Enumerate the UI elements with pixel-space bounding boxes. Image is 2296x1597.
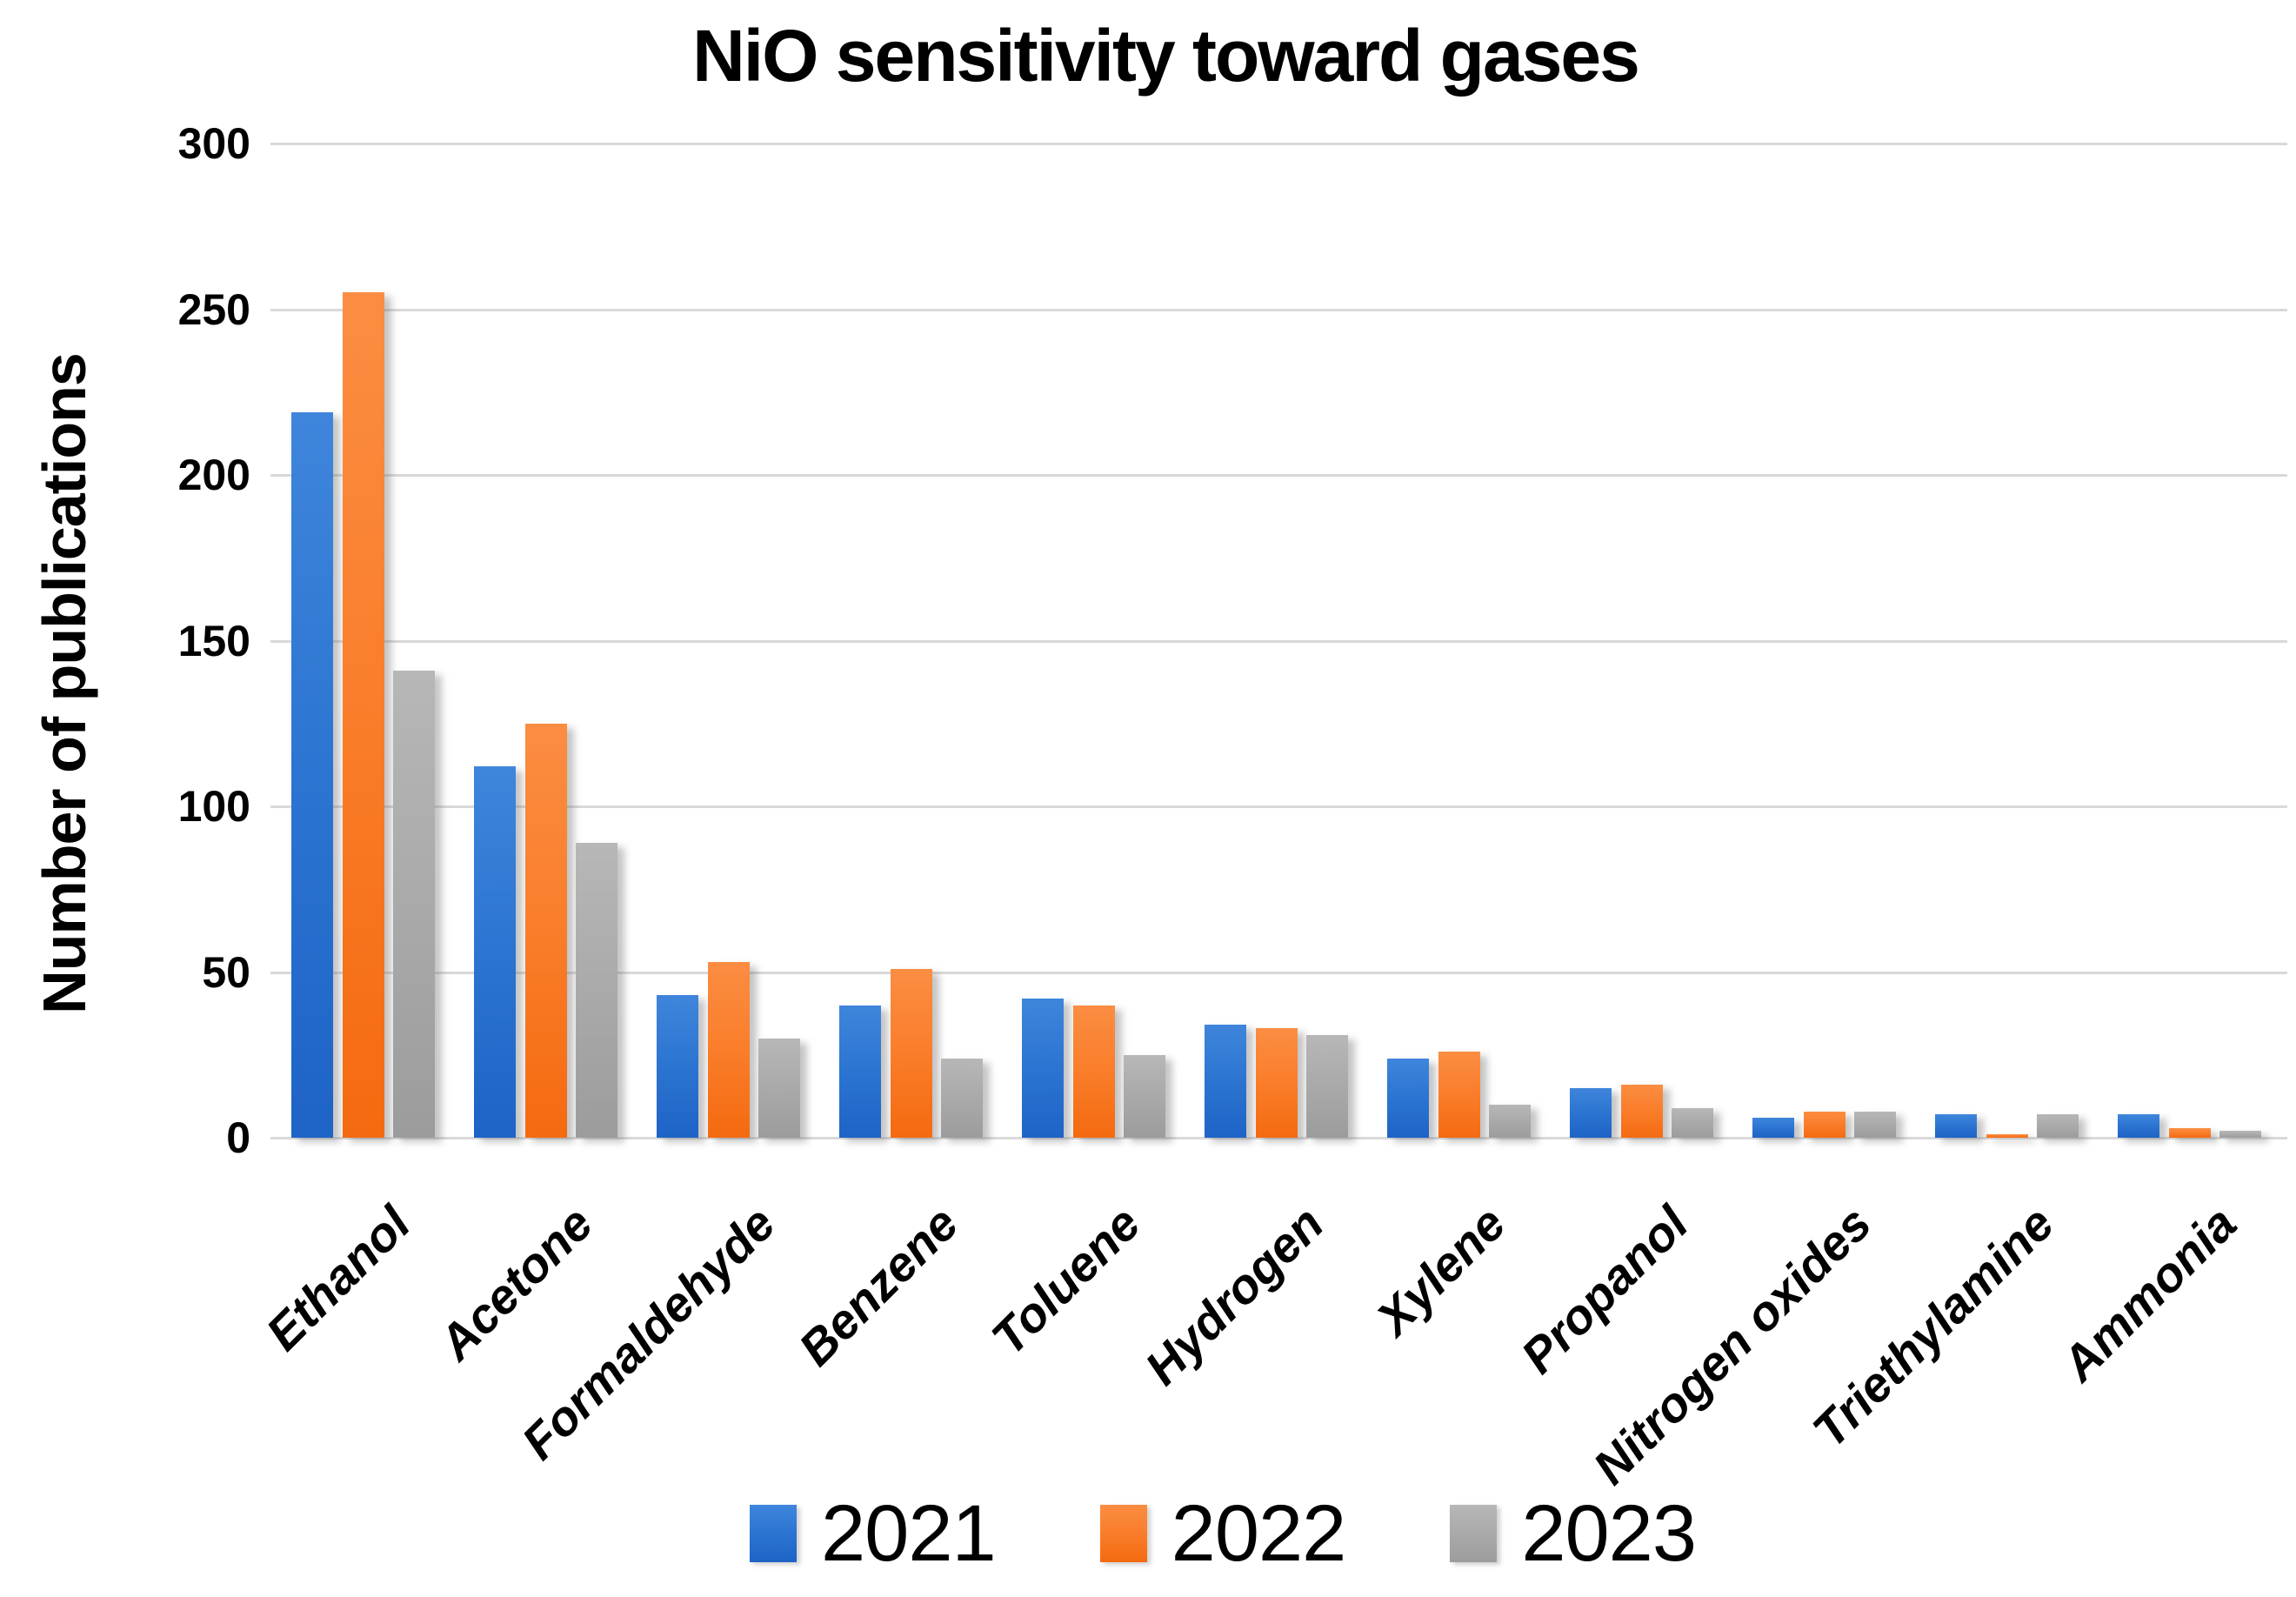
category-label-acetone: Acetone <box>428 1195 604 1371</box>
bar-xylene-2022 <box>1438 1052 1480 1138</box>
y-axis-title: Number of publications <box>30 353 98 1014</box>
legend-swatch-2023 <box>1450 1505 1498 1562</box>
bar-acetone-2023 <box>576 843 617 1138</box>
legend-item-2022: 2022 <box>1099 1486 1347 1581</box>
category-label-toluene: Toluene <box>981 1195 1151 1366</box>
bar-benzene-2021 <box>839 1006 881 1138</box>
category-label-benzene: Benzene <box>787 1195 969 1376</box>
gridline-200 <box>270 474 2287 477</box>
legend-item-2021: 2021 <box>750 1486 997 1581</box>
bar-nitrogen-oxides-2023 <box>1854 1112 1896 1138</box>
legend-label-2021: 2021 <box>821 1489 997 1578</box>
category-label-hydrogen: Hydrogen <box>1133 1195 1334 1395</box>
bar-hydrogen-2022 <box>1256 1028 1298 1138</box>
bar-formaldehyde-2022 <box>708 962 750 1138</box>
category-label-xylene: Xylene <box>1365 1195 1517 1346</box>
bar-ammonia-2021 <box>2118 1114 2159 1138</box>
y-tick-label-150: 150 <box>177 616 250 665</box>
bar-toluene-2021 <box>1022 999 1064 1138</box>
bar-formaldehyde-2021 <box>657 995 698 1138</box>
gridline-250 <box>270 308 2287 311</box>
legend-item-2023: 2023 <box>1450 1486 1697 1581</box>
legend-label-2022: 2022 <box>1171 1489 1347 1578</box>
category-label-ethanol: Ethanol <box>255 1195 421 1361</box>
bar-propanol-2022 <box>1621 1085 1663 1138</box>
legend-swatch-2021 <box>750 1505 797 1562</box>
bar-ethanol-2023 <box>393 671 435 1138</box>
category-label-propanol: Propanol <box>1510 1195 1699 1384</box>
bar-ethanol-2022 <box>343 292 384 1138</box>
category-label-ammonia: Ammonia <box>2051 1195 2247 1392</box>
bar-ammonia-2022 <box>2169 1128 2211 1138</box>
bar-acetone-2022 <box>525 724 567 1138</box>
legend-swatch-2022 <box>1099 1505 1147 1562</box>
bar-hydrogen-2021 <box>1205 1025 1246 1138</box>
bar-xylene-2023 <box>1489 1105 1531 1138</box>
y-tick-label-50: 50 <box>202 947 250 997</box>
bar-nitrogen-oxides-2021 <box>1752 1118 1794 1138</box>
bar-ethanol-2021 <box>291 412 333 1138</box>
gridline-150 <box>270 639 2287 643</box>
y-tick-label-200: 200 <box>177 451 250 499</box>
gridline-50 <box>270 971 2287 974</box>
bar-hydrogen-2023 <box>1306 1035 1348 1138</box>
bar-acetone-2021 <box>474 766 516 1138</box>
bar-ammonia-2023 <box>2219 1131 2261 1138</box>
bar-triethylamine-2022 <box>1986 1134 2028 1138</box>
y-tick-label-300: 300 <box>177 119 250 168</box>
bar-benzene-2022 <box>891 969 932 1138</box>
bar-triethylamine-2023 <box>2037 1114 2079 1138</box>
bar-toluene-2023 <box>1124 1055 1165 1138</box>
legend: 2021 2022 2023 <box>750 1486 1697 1581</box>
bar-formaldehyde-2023 <box>758 1039 800 1138</box>
gridline-300 <box>270 143 2287 145</box>
gridline-100 <box>270 805 2287 808</box>
bar-propanol-2021 <box>1570 1088 1612 1138</box>
y-tick-label-250: 250 <box>177 284 250 334</box>
y-tick-label-0: 0 <box>226 1113 250 1162</box>
gridline-0 <box>270 1137 2287 1139</box>
bar-xylene-2021 <box>1387 1059 1429 1138</box>
bar-propanol-2023 <box>1672 1108 1713 1138</box>
bar-triethylamine-2021 <box>1935 1114 1977 1138</box>
bar-benzene-2023 <box>941 1059 983 1138</box>
chart-title: NiO sensitivity toward gases <box>692 15 1640 97</box>
bar-toluene-2022 <box>1073 1006 1115 1138</box>
legend-label-2023: 2023 <box>1521 1489 1697 1578</box>
y-tick-label-100: 100 <box>177 782 250 831</box>
bar-nitrogen-oxides-2022 <box>1804 1112 1845 1138</box>
